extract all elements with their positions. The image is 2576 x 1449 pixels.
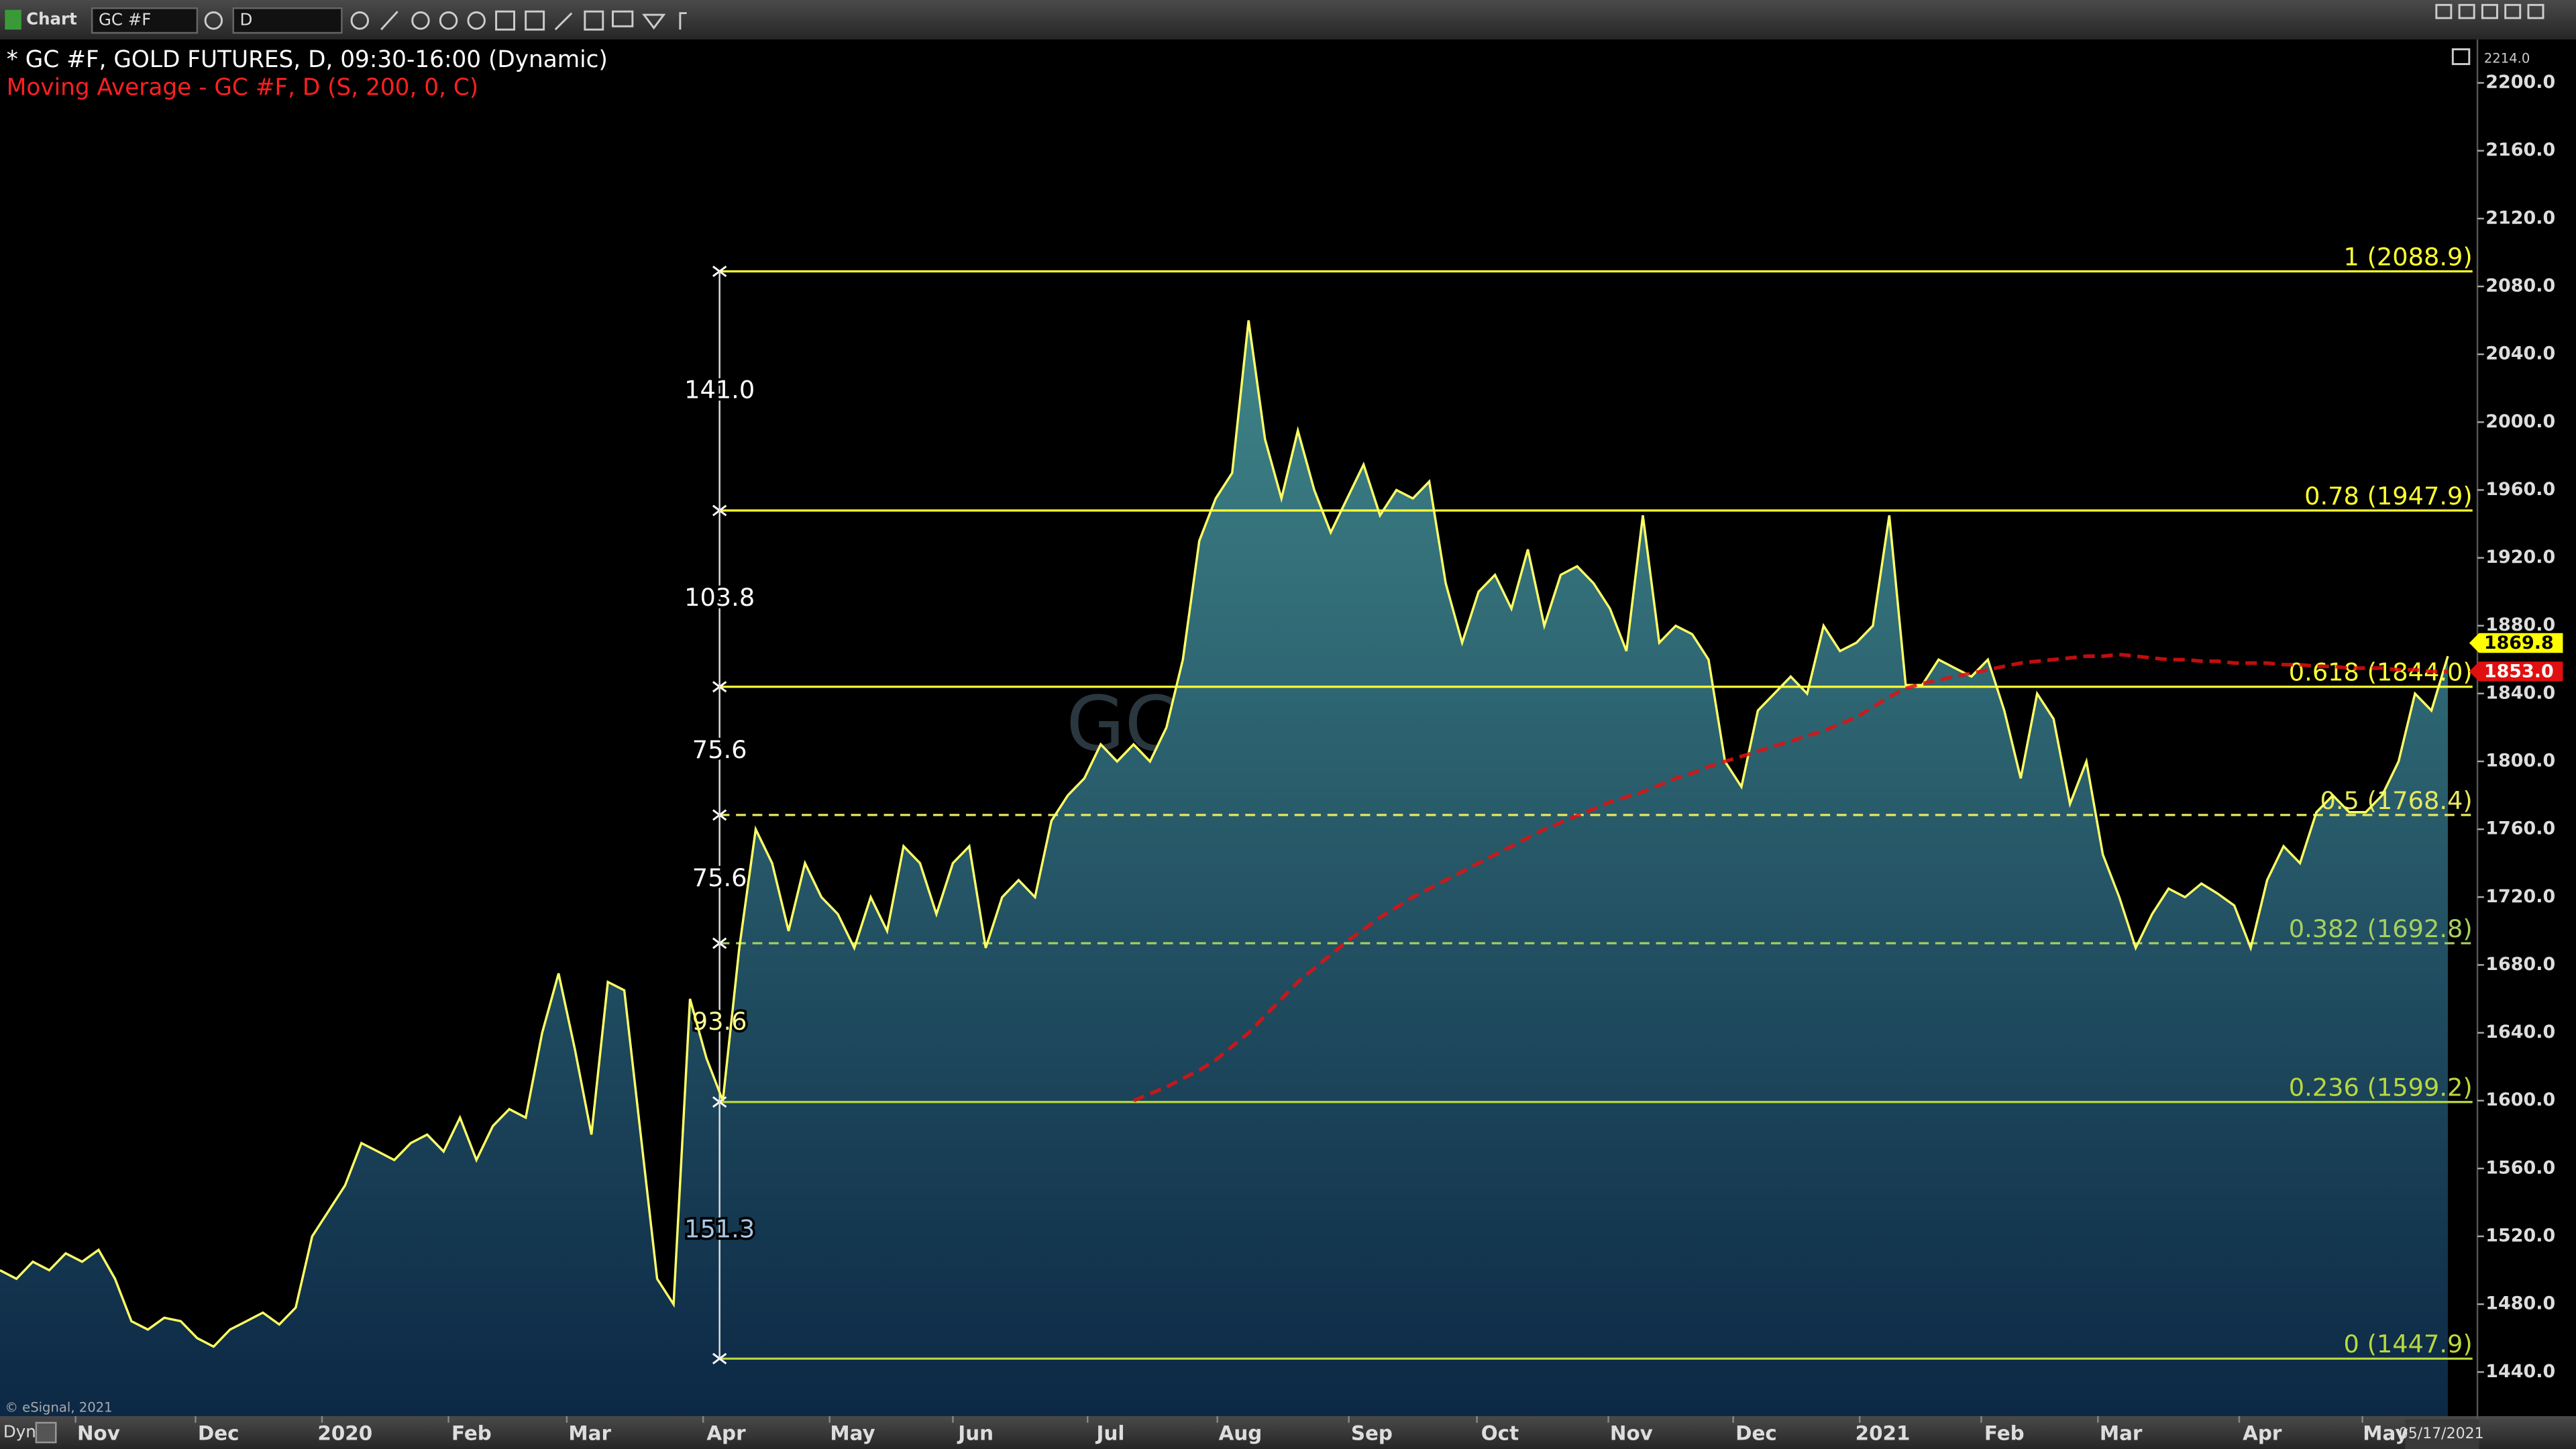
cursor-icon[interactable]	[525, 10, 545, 31]
mode-label: Dyn	[3, 1422, 36, 1442]
x-tick-label: Mar	[2100, 1421, 2143, 1444]
ma-title: Moving Average - GC #F, D (S, 200, 0, C)	[7, 74, 478, 101]
y-tick-label: 1720.0	[2485, 886, 2555, 907]
x-tick-label: Aug	[1219, 1421, 1263, 1444]
fib-distance: 75.6	[692, 863, 747, 892]
x-tick-label: Nov	[1610, 1421, 1653, 1444]
y-tick-label: 2200.0	[2485, 72, 2555, 93]
interval-text: D	[240, 10, 253, 30]
grid-icon[interactable]	[584, 10, 604, 31]
x-tick-label: Apr	[706, 1421, 746, 1444]
y-tick-label: 1800.0	[2485, 750, 2555, 771]
mode-button[interactable]	[35, 1421, 57, 1444]
x-tick-label: Sep	[1351, 1421, 1393, 1444]
restore-button[interactable]	[2458, 3, 2475, 19]
fib-distance: 141.0	[684, 375, 755, 404]
price-flag-label: 1853.0	[2484, 661, 2554, 682]
fib-label: 0.5 (1768.4)	[2320, 786, 2473, 815]
compare-icon[interactable]	[439, 11, 458, 30]
axis-top-label: 2214.0	[2484, 51, 2530, 66]
x-tick-label: Mar	[568, 1421, 611, 1444]
play-icon[interactable]	[467, 11, 486, 30]
x-tick-label: Dec	[198, 1421, 239, 1444]
end-date-box	[2405, 1419, 2479, 1449]
x-tick-label: May	[2363, 1421, 2408, 1444]
help-button[interactable]	[2435, 3, 2453, 19]
y-tick-label: 2120.0	[2485, 207, 2555, 228]
x-tick-label: Apr	[2243, 1421, 2282, 1444]
price-area	[0, 320, 2448, 1417]
y-tick-label: 2040.0	[2485, 343, 2555, 364]
study-icon[interactable]	[411, 11, 430, 30]
x-tick-label: Oct	[1481, 1421, 1519, 1444]
y-tick-label: 1640.0	[2485, 1022, 2555, 1042]
y-tick-label: 1960.0	[2485, 479, 2555, 500]
time-axis	[0, 1416, 2576, 1449]
fib-label: 0.236 (1599.2)	[2289, 1073, 2473, 1102]
x-tick-label: Jul	[1095, 1421, 1125, 1444]
chat-icon[interactable]	[612, 10, 634, 28]
app-name: Chart	[26, 9, 77, 28]
y-tick-label: 2000.0	[2485, 411, 2555, 432]
y-tick-label: 2160.0	[2485, 140, 2555, 160]
clock-icon[interactable]	[350, 11, 370, 30]
price-line	[0, 320, 2449, 1348]
end-date: 05/17/2021	[2399, 1426, 2484, 1442]
y-tick-label: 1880.0	[2485, 614, 2555, 635]
close-button[interactable]	[2527, 3, 2544, 19]
symbol-text: GC #F	[99, 10, 151, 30]
symbol-input[interactable]	[91, 7, 199, 34]
y-tick-label: 2080.0	[2485, 275, 2555, 296]
moving-average-line	[1132, 652, 2448, 1103]
interval-input[interactable]	[232, 7, 343, 34]
y-tick-label: 1600.0	[2485, 1089, 2555, 1110]
x-tick-label: May	[830, 1421, 875, 1444]
price-flag	[2469, 633, 2563, 653]
copyright: © eSignal, 2021	[5, 1399, 112, 1415]
fib-label: 0.78 (1947.9)	[2304, 482, 2473, 511]
y-tick-label: 1680.0	[2485, 954, 2555, 975]
fib-distance: 103.8	[684, 583, 755, 612]
x-tick-label: 2020	[317, 1421, 372, 1444]
y-tick-label: 1760.0	[2485, 818, 2555, 839]
draw-icon[interactable]	[380, 11, 398, 31]
y-tick-label: 1840.0	[2485, 682, 2555, 703]
x-tick-label: Feb	[451, 1421, 492, 1444]
price-flag-label: 1869.8	[2484, 633, 2554, 653]
chart-menu-button[interactable]	[2451, 48, 2471, 65]
y-tick-label: 1560.0	[2485, 1157, 2555, 1178]
max-button[interactable]	[2504, 3, 2522, 19]
x-tick-label: Feb	[1984, 1421, 2025, 1444]
price-flag	[2469, 661, 2563, 682]
x-tick-label: Nov	[77, 1421, 120, 1444]
y-tick-label: 1480.0	[2485, 1293, 2555, 1314]
min-button[interactable]	[2481, 3, 2498, 19]
x-tick-label: 2021	[1856, 1421, 1911, 1444]
y-tick-label: 1520.0	[2485, 1225, 2555, 1246]
fib-distance: 75.6	[692, 735, 747, 764]
app-icon	[5, 9, 21, 30]
twitter-icon[interactable]	[642, 13, 666, 30]
toolbar-icons	[204, 3, 2544, 65]
fib-label: 0.382 (1692.8)	[2289, 914, 2473, 943]
toolbar	[0, 0, 2576, 40]
fib-label: 0 (1447.9)	[2344, 1330, 2473, 1358]
plot: 1 (2088.9)0.78 (1947.9)0.618 (1844.0)0.5…	[0, 242, 2473, 1417]
text-icon[interactable]	[495, 10, 515, 31]
fib-label: 1 (2088.9)	[2344, 242, 2473, 271]
link-icon[interactable]	[554, 12, 573, 31]
series-title: * GC #F, GOLD FUTURES, D, 09:30-16:00 (D…	[7, 46, 608, 73]
fib-distance: 151.3	[684, 1215, 755, 1244]
facebook-icon[interactable]	[679, 12, 687, 30]
x-tick-label: Dec	[1735, 1421, 1777, 1444]
x-tick-label: Jun	[957, 1421, 994, 1444]
refresh-icon[interactable]	[204, 11, 223, 30]
fib-distance: 93.6	[692, 1007, 747, 1036]
y-tick-label: 1920.0	[2485, 547, 2555, 568]
y-tick-label: 1440.0	[2485, 1361, 2555, 1382]
